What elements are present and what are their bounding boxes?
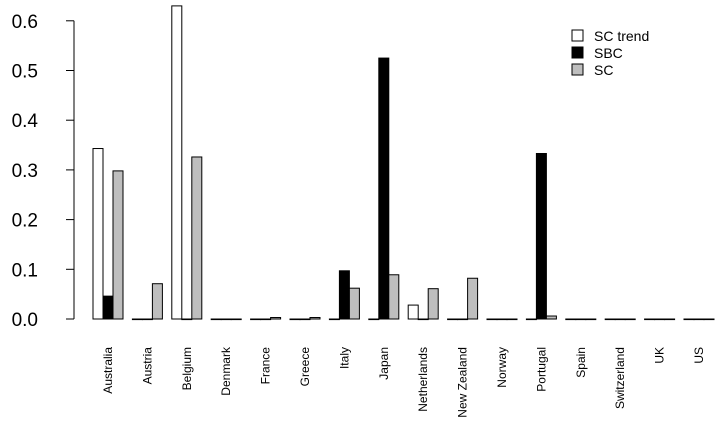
legend-label: SC trend — [594, 28, 649, 44]
bar-sc-trend — [289, 318, 301, 321]
bar-sc — [388, 274, 400, 320]
bar-sbc — [417, 318, 429, 321]
bar-sbc — [496, 318, 508, 321]
bar-sbc — [378, 57, 390, 320]
bar-sc — [151, 283, 163, 320]
bar-sbc — [181, 318, 193, 321]
x-category-label: Australia — [101, 347, 115, 394]
x-category-label: Greece — [298, 347, 312, 387]
x-category-label: Italy — [337, 347, 351, 369]
x-category-label: Denmark — [219, 346, 233, 396]
y-tick-label: 0.1 — [12, 260, 38, 281]
bar-sbc — [102, 295, 114, 320]
bar-sc — [427, 288, 439, 320]
bar-sbc — [693, 318, 705, 321]
legend-swatch — [571, 46, 584, 59]
y-tick-label: 0.2 — [12, 211, 38, 232]
bar-sc — [309, 317, 321, 320]
bar-sc-trend — [250, 318, 262, 321]
y-tick-label: 0.0 — [12, 310, 38, 331]
bar-sc-trend — [131, 318, 143, 321]
bar-sc-trend — [683, 318, 695, 321]
bar-sc-trend — [407, 304, 419, 320]
y-tick-label: 0.6 — [12, 12, 38, 33]
x-category-label: Switzerland — [613, 347, 627, 409]
legend-label: SC — [594, 62, 613, 78]
bar-sc — [545, 315, 557, 320]
bar-sbc — [614, 318, 626, 321]
bar-sc — [467, 277, 479, 320]
bar-sc-trend — [171, 5, 183, 320]
bar-sc-trend — [447, 318, 459, 321]
bar-sc — [624, 318, 636, 321]
bar-sc-trend — [525, 318, 537, 321]
x-category-label: Japan — [377, 347, 391, 380]
x-category-label: Spain — [574, 347, 588, 378]
x-category-label: UK — [653, 347, 667, 364]
bar-sbc — [260, 318, 272, 321]
bar-sbc — [299, 318, 311, 321]
legend-swatch — [571, 63, 584, 76]
bar-sbc — [575, 318, 587, 321]
bar-sbc — [220, 318, 232, 321]
bar-sc-trend — [210, 318, 222, 321]
bar-sc — [191, 156, 203, 320]
bar-sc-trend — [565, 318, 577, 321]
bar-sc-trend — [368, 318, 380, 321]
bar-sc — [270, 317, 282, 320]
bar-sbc — [535, 152, 547, 320]
y-tick-label: 0.3 — [12, 161, 38, 182]
bar-sc — [348, 287, 360, 320]
bar-sc — [112, 170, 124, 320]
x-category-label: US — [692, 347, 706, 364]
x-category-label: Austria — [140, 347, 154, 385]
bar-sc — [585, 318, 597, 321]
y-tick-label: 0.5 — [12, 62, 38, 83]
bar-sc — [664, 318, 676, 321]
bar-sbc — [457, 318, 469, 321]
x-category-label: Portugal — [534, 347, 548, 392]
x-category-label: France — [259, 347, 273, 385]
bar-sc-trend — [644, 318, 656, 321]
bar-sc-trend — [92, 148, 104, 320]
x-category-label: Norway — [495, 347, 509, 388]
bar-sbc — [141, 318, 153, 321]
legend-label: SBC — [594, 45, 623, 61]
x-category-label: Belgium — [180, 347, 194, 390]
bar-sbc — [338, 270, 350, 320]
y-tick-label: 0.4 — [12, 111, 39, 132]
bar-sc — [703, 318, 715, 321]
bar-sc — [230, 318, 242, 321]
bar-sc-trend — [328, 318, 340, 321]
bar-sc-trend — [486, 318, 498, 321]
bar-sc-trend — [604, 318, 616, 321]
x-category-label: New Zealand — [456, 347, 470, 418]
bar-sc — [506, 318, 518, 321]
bar-sbc — [654, 318, 666, 321]
legend-swatch — [571, 29, 584, 42]
x-category-label: Netherlands — [416, 347, 430, 412]
